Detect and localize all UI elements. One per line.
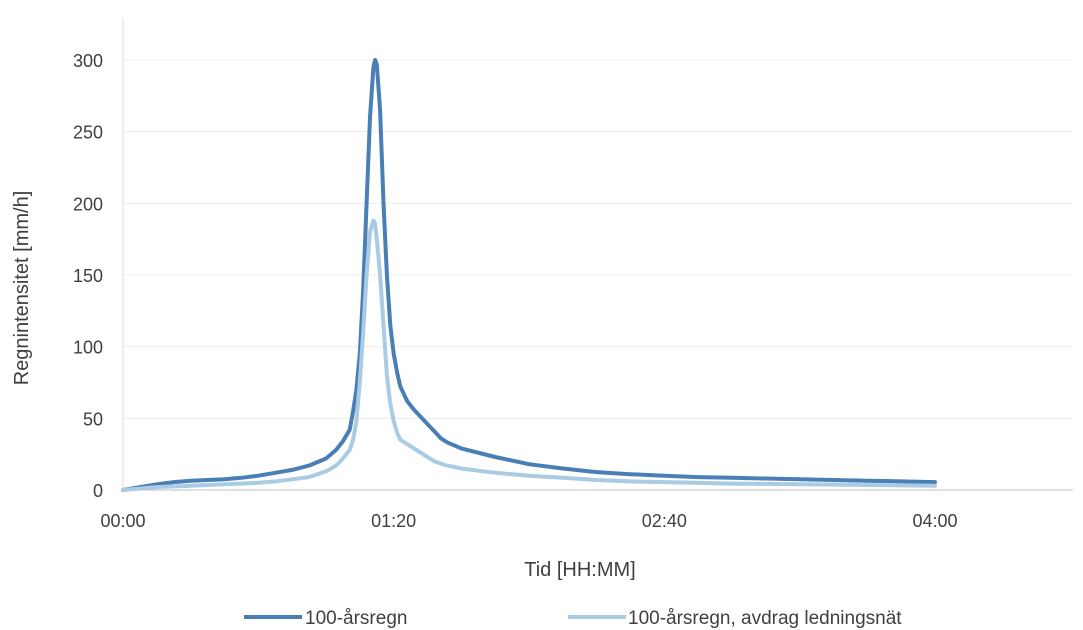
y-tick-label: 250 xyxy=(73,123,103,143)
x-axis-title: Tid [HH:MM] xyxy=(524,559,635,581)
series-line-1 xyxy=(121,58,937,492)
series-lines xyxy=(121,58,937,492)
legend: 100-årsregn 100-årsregn, avdrag lednings… xyxy=(244,608,902,629)
y-tick-label: 50 xyxy=(83,409,103,429)
y-tick-label: 300 xyxy=(73,51,103,71)
x-tick-label: 02:40 xyxy=(642,511,687,531)
y-tick-label: 150 xyxy=(73,266,103,286)
y-tick-labels: 0 50 100 150 200 250 300 xyxy=(73,51,103,501)
gridlines xyxy=(123,59,1073,419)
y-axis-title: Regnintensitet [mm/h] xyxy=(11,191,33,386)
x-tick-labels: 00:00 01:20 02:40 04:00 xyxy=(100,511,957,531)
axes xyxy=(122,18,1073,491)
series-line-2 xyxy=(121,218,937,492)
x-tick-label: 04:00 xyxy=(912,511,957,531)
legend-label-series-1: 100-årsregn xyxy=(305,608,407,629)
legend-label-series-2: 100-årsregn, avdrag ledningsnät xyxy=(628,608,902,629)
y-tick-label: 100 xyxy=(73,338,103,358)
y-tick-label: 0 xyxy=(93,481,103,501)
y-tick-label: 200 xyxy=(73,194,103,214)
x-tick-label: 01:20 xyxy=(371,511,416,531)
x-tick-label: 00:00 xyxy=(100,511,145,531)
